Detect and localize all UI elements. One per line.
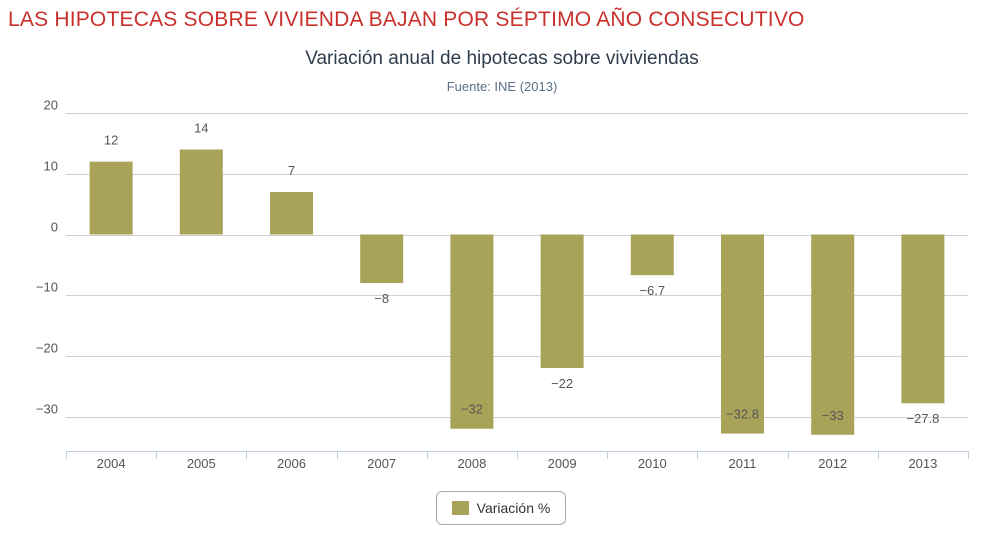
bar[interactable] xyxy=(811,234,855,435)
bar[interactable] xyxy=(270,192,313,235)
x-tick-label: 2010 xyxy=(638,456,667,471)
chart-subtitle: Fuente: INE (2013) xyxy=(446,79,558,94)
bar[interactable] xyxy=(630,234,674,276)
bar[interactable] xyxy=(450,234,494,429)
x-tick-label: 2008 xyxy=(457,456,486,471)
data-label: −32.8 xyxy=(726,407,759,422)
bar[interactable] xyxy=(360,234,404,284)
data-label: −8 xyxy=(374,291,389,306)
x-tick-label: 2009 xyxy=(548,456,577,471)
bar[interactable] xyxy=(901,234,945,404)
y-tick-label: 0 xyxy=(51,220,58,235)
bar[interactable] xyxy=(721,234,764,434)
data-label: 7 xyxy=(288,163,295,178)
y-tick-label: 20 xyxy=(44,98,58,113)
x-tick-label: 2007 xyxy=(367,456,396,471)
data-label: 12 xyxy=(104,133,118,148)
y-tick-label: 10 xyxy=(44,159,58,174)
y-tick-label: −10 xyxy=(36,280,58,295)
data-label: −6.7 xyxy=(639,283,665,298)
data-label: −22 xyxy=(551,376,573,391)
bar[interactable] xyxy=(179,149,223,235)
x-tick-label: 2005 xyxy=(187,456,216,471)
x-tick-label: 2012 xyxy=(818,456,847,471)
data-label: −32 xyxy=(461,402,483,417)
chart-title: Variación anual de hipotecas sobre viviv… xyxy=(305,48,699,69)
legend-swatch xyxy=(451,501,469,515)
x-tick-label: 2011 xyxy=(729,456,757,471)
data-label: −27.8 xyxy=(906,411,939,426)
y-tick-label: −30 xyxy=(36,402,58,417)
x-tick-label: 2013 xyxy=(908,456,937,471)
legend-label: Variación % xyxy=(476,500,551,516)
legend-item[interactable]: Variación % xyxy=(436,491,566,525)
x-tick-label: 2004 xyxy=(97,456,126,471)
x-tick-label: 2006 xyxy=(277,456,306,471)
bar[interactable] xyxy=(89,161,133,235)
bar[interactable] xyxy=(540,234,584,369)
data-label: −33 xyxy=(822,408,844,423)
y-tick-label: −20 xyxy=(36,341,58,356)
data-label: 14 xyxy=(194,121,208,136)
headline: LAS HIPOTECAS SOBRE VIVIENDA BAJAN POR S… xyxy=(8,8,805,31)
